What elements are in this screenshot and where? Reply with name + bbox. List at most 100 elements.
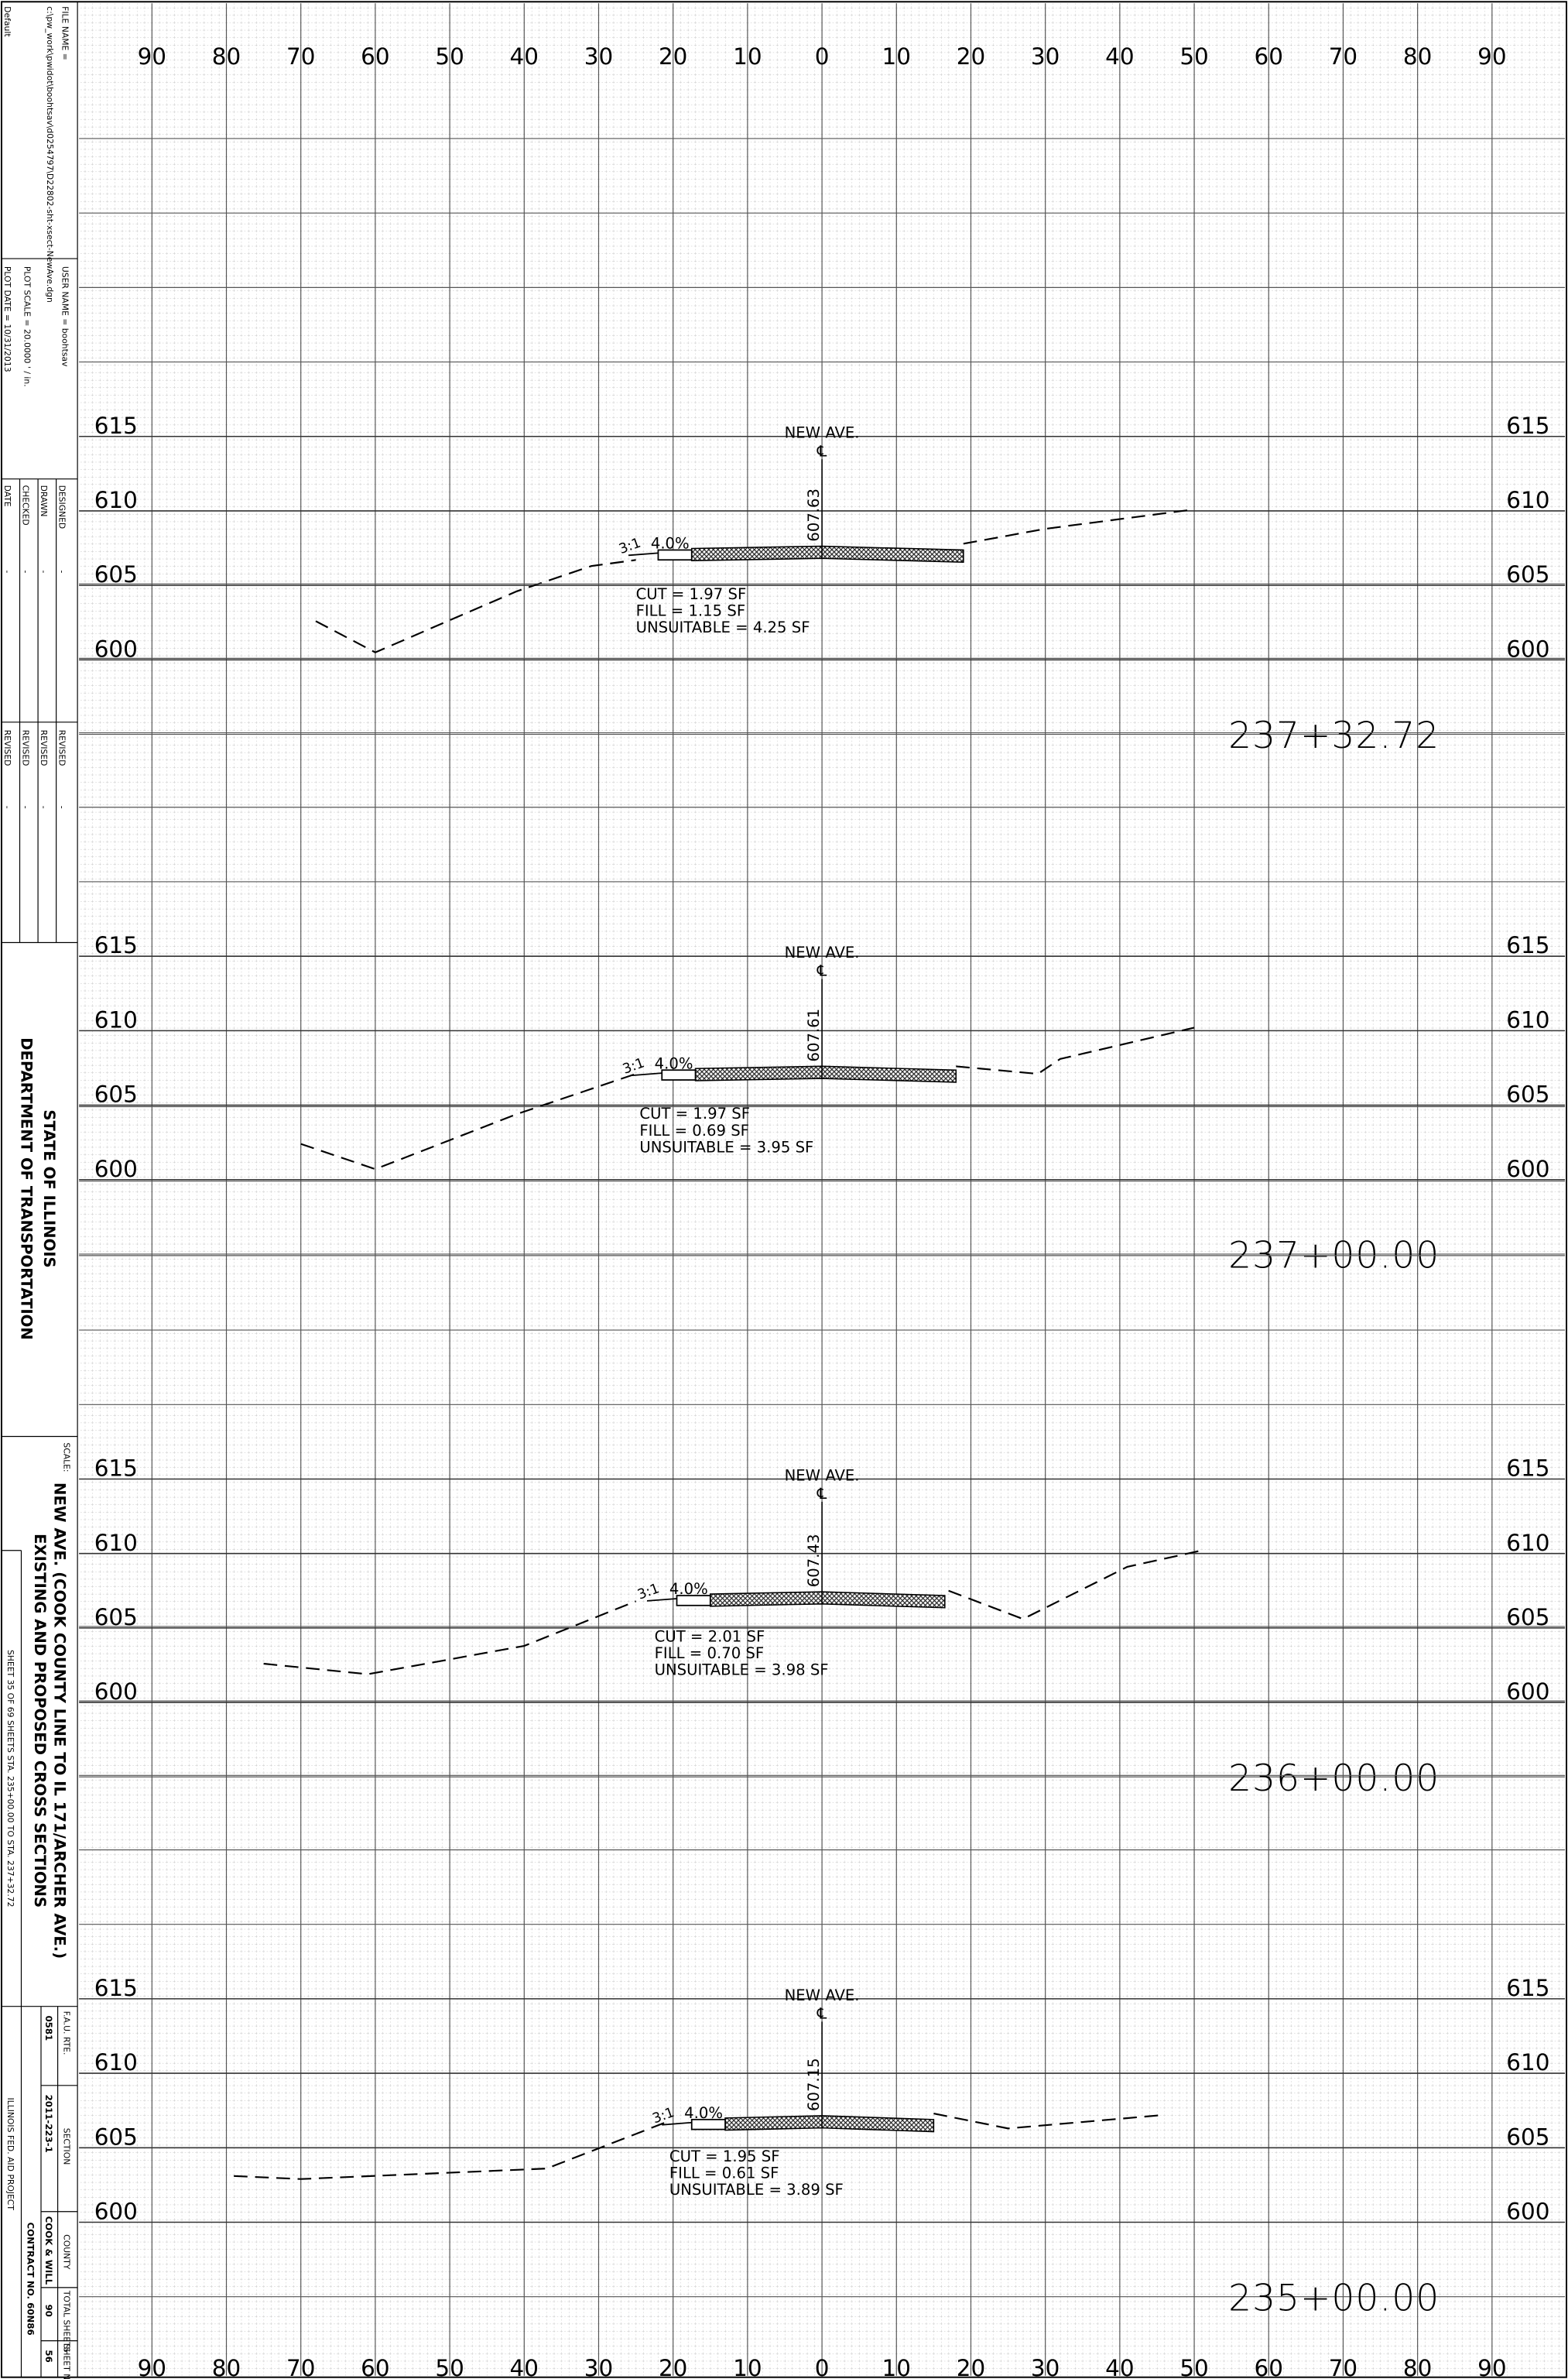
centerline-symbol: ℄: [817, 1485, 827, 1503]
file-path: c:\pw_work\pwidot\boohtsav\d0254797\D228…: [45, 6, 55, 303]
offset-label: 10: [882, 2355, 911, 2379]
offset-label: 20: [659, 43, 687, 70]
elevation-label: 600: [1506, 1156, 1549, 1182]
offset-label: 30: [1031, 43, 1060, 70]
quantity: UNSUITABLE = 3.98 SF: [655, 1661, 829, 1679]
offset-label: 20: [957, 2355, 985, 2379]
offset-label: 80: [212, 43, 241, 70]
elevation-label: 605: [94, 2124, 138, 2150]
elevation-label: 610: [1506, 1530, 1549, 1556]
route-value: COOK & WILL: [43, 2216, 54, 2285]
quantity: CUT = 1.95 SF: [669, 2148, 780, 2165]
elevation-label: 600: [1506, 2199, 1549, 2225]
quantity: FILL = 0.70 SF: [655, 1644, 765, 1662]
elevation-label: 615: [1506, 932, 1549, 958]
file-name: FILE NAME =: [60, 6, 70, 60]
quantity: FILL = 0.61 SF: [669, 2165, 779, 2182]
signoff-value: -: [39, 571, 49, 574]
elevation-label: 615: [1506, 1455, 1549, 1482]
offset-label: 90: [1477, 43, 1506, 70]
road-name: NEW AVE.: [785, 424, 860, 442]
elevation-label: 610: [1506, 1006, 1549, 1033]
existing-ground: [315, 508, 1195, 653]
elevation-label: 600: [1506, 636, 1549, 662]
offset-label: 80: [1403, 2355, 1432, 2379]
route-value: 2011-223-1: [43, 2095, 54, 2153]
offset-label: 10: [882, 43, 911, 70]
scale-label: SCALE:: [61, 1442, 71, 1472]
quantity: FILL = 1.15 SF: [636, 602, 746, 619]
route-value: 90: [43, 2304, 54, 2316]
offset-label: 70: [286, 43, 315, 70]
elevation-label: 610: [1506, 487, 1549, 513]
offset-label: 40: [1105, 43, 1134, 70]
offset-label: 20: [659, 2355, 687, 2379]
signoff-label: DATE: [2, 485, 12, 507]
elevation-label: 600: [94, 2199, 138, 2225]
elevation-label: 600: [94, 636, 138, 662]
offset-label: 80: [1403, 43, 1432, 70]
revision-label: REVISED: [57, 730, 67, 766]
road-name: NEW AVE.: [785, 1466, 860, 1484]
side-slope: [628, 552, 659, 557]
offset-label: 10: [733, 2355, 762, 2379]
quantity: CUT = 1.97 SF: [639, 1105, 750, 1123]
revision-value: -: [20, 806, 30, 809]
route-label: SECTION: [61, 2128, 71, 2165]
offset-label: 20: [957, 43, 985, 70]
revision-value: -: [57, 806, 67, 809]
cross-slope-label: 4.0%: [669, 1580, 708, 1598]
route-label: COUNTY: [61, 2234, 71, 2270]
station: 237+32.72: [1228, 715, 1440, 757]
project: ILLINOIS FED. AID PROJECT: [5, 2097, 15, 2210]
road-name: NEW AVE.: [785, 1986, 860, 2004]
plot-date: PLOT DATE = 10/31/2013: [2, 266, 12, 372]
sheet-title: EXISTING AND PROPOSED CROSS SECTIONS: [31, 1534, 49, 1908]
agency: DEPARTMENT OF TRANSPORTATION: [17, 1037, 35, 1339]
offset-label: 40: [1105, 2355, 1134, 2379]
elevation-label: 605: [1506, 2124, 1549, 2150]
sheet-title: NEW AVE. (COOK COUNTY LINE TO IL 171/ARC…: [51, 1483, 69, 1959]
existing-ground: [234, 2113, 1165, 2180]
side-slope: [662, 2121, 692, 2126]
offset-label: 60: [361, 43, 389, 70]
station: 235+00.00: [1228, 2277, 1440, 2319]
offset-label: 50: [1179, 2355, 1208, 2379]
route-value: 0581: [43, 2015, 54, 2041]
elevation-label: 610: [1506, 2049, 1549, 2076]
route-label: SHEET NO.: [61, 2344, 71, 2379]
profile-grade: 607.15: [805, 2058, 823, 2111]
elevation-label: 605: [1506, 1604, 1549, 1630]
elevation-label: 610: [94, 2049, 138, 2076]
offset-label: 0: [815, 43, 830, 70]
elevation-label: 610: [94, 487, 138, 513]
plot-scale: PLOT SCALE = 20.0000 ' / in.: [22, 266, 32, 387]
cross-slope-label: 4.0%: [651, 534, 690, 552]
profile-grade: 607.43: [805, 1534, 823, 1588]
default-label: Default: [2, 6, 12, 36]
user-name: USER NAME = boohtsav: [60, 266, 70, 367]
signoff-value: -: [2, 571, 12, 574]
route-label: F.A.U. RTE.: [61, 2011, 71, 2055]
offset-label: 30: [584, 2355, 613, 2379]
revision-value: -: [39, 806, 49, 809]
offset-label: 30: [584, 43, 613, 70]
offset-label: 90: [138, 43, 166, 70]
side-slope: [632, 1072, 662, 1076]
offset-label: 60: [1255, 43, 1283, 70]
elevation-label: 615: [1506, 413, 1549, 439]
offset-label: 40: [510, 43, 539, 70]
elevation-label: 615: [94, 413, 138, 439]
centerline-symbol: ℄: [817, 442, 827, 460]
cross-slope-label: 4.0%: [684, 2104, 723, 2122]
signoff-label: DRAWN: [39, 485, 49, 517]
offset-label: 50: [1179, 43, 1208, 70]
offset-label: 40: [510, 2355, 539, 2379]
elevation-label: 605: [94, 1082, 138, 1108]
revision-value: -: [2, 806, 12, 809]
